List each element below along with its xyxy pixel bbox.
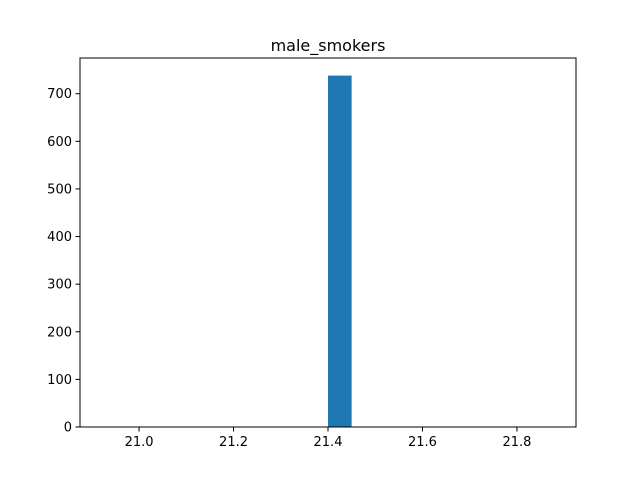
x-tick-label: 21.8 [502,435,531,450]
bars-layer [328,75,352,428]
x-tick-label: 21.2 [219,435,248,450]
y-tick-label: 400 [47,230,72,245]
y-tick-label: 600 [47,135,72,150]
x-tick-label: 21.0 [125,435,154,450]
x-tick-label: 21.4 [314,435,343,450]
y-tick-label: 200 [47,325,72,340]
y-tick-label: 100 [47,373,72,388]
y-axis: 0 100 200 300 400 500 600 700 [47,87,80,436]
y-tick-label: 500 [47,182,72,197]
y-tick-label: 700 [47,87,72,102]
x-tick-label: 21.6 [408,435,437,450]
y-tick-label: 300 [47,278,72,293]
plot-frame [79,57,577,428]
x-axis: 21.0 21.2 21.4 21.6 21.8 [125,427,531,450]
histogram-bar-0 [328,75,352,428]
chart-title: male_smokers [271,36,386,56]
y-tick-label: 0 [64,421,72,436]
